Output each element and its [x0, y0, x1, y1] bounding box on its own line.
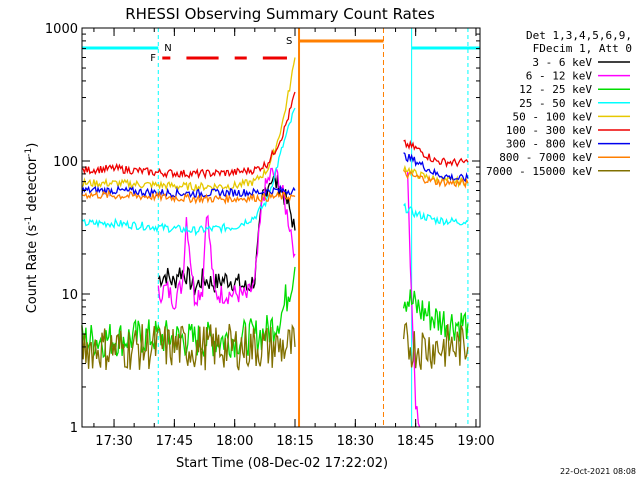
legend-label-3: 12 - 25 keV: [519, 83, 592, 96]
x-tick-label-3: 18:00: [216, 434, 253, 449]
y-axis-label: Count Rate (s-1 detector-1): [24, 143, 40, 314]
y-axis-label-a: Count Rate (s: [25, 225, 40, 314]
flare-flag-label: F: [150, 53, 156, 64]
legend-label-2: 6 - 12 keV: [526, 70, 593, 83]
series-line-7-part-2: [403, 152, 469, 183]
y-axis-label-sup1: -1: [24, 216, 34, 225]
series-line-1-part-1: [157, 174, 296, 296]
series-line-5-part-1: [81, 57, 296, 193]
series-line-2-part-1: [157, 167, 296, 310]
x-tick-label-7: 19:00: [457, 434, 494, 449]
legend-label-6: 100 - 300 keV: [506, 124, 592, 137]
legend-label-9: 7000 - 15000 keV: [486, 165, 592, 178]
x-tick-label-5: 18:30: [337, 434, 374, 449]
y-tick-label-1: 1: [70, 421, 78, 436]
legend-header-1: Det 1,3,4,5,6,9,: [526, 29, 632, 42]
y-axis-label-b: detector: [25, 156, 40, 216]
plot-frame: [81, 27, 481, 428]
series-line-4-part-2: [403, 202, 469, 226]
x-axis-label: Start Time (08-Dec-02 17:22:02): [176, 456, 388, 471]
x-tick-label-4: 18:15: [276, 434, 313, 449]
legend-header-2: FDecim 1, Att 0: [533, 42, 632, 55]
y-tick-label-2: 10: [61, 288, 78, 303]
chart-title: RHESSI Observing Summary Count Rates: [125, 5, 435, 23]
y-axis-label-sup2: -1: [24, 148, 34, 157]
series-line-6-part-1: [81, 91, 296, 180]
series-line-3-part-1: [81, 266, 296, 359]
night-flag-label: N: [164, 43, 171, 54]
legend: Det 1,3,4,5,6,9, FDecim 1, Att 0 3 - 6 k…: [486, 29, 632, 178]
footer-date: 22-Oct-2021 08:08: [560, 467, 636, 476]
series-line-8-part-1: [81, 189, 296, 205]
series-layer: [81, 57, 469, 428]
x-tick-label-2: 17:45: [156, 434, 193, 449]
saa-flag-label: S: [286, 36, 292, 47]
axis-ticks: 17:30 17:45 18:00 18:15 18:30 18:45 19:00 1 10 10…: [45, 22, 495, 449]
series-line-6-part-2: [403, 139, 469, 169]
legend-label-5: 50 - 100 keV: [513, 110, 593, 123]
legend-label-4: 25 - 50 keV: [519, 97, 592, 110]
series-line-7-part-1: [81, 184, 296, 199]
legend-label-1: 3 - 6 keV: [532, 56, 592, 69]
series-line-3-part-2: [402, 289, 469, 342]
legend-label-8: 800 - 7000 keV: [499, 151, 592, 164]
x-tick-label-1: 17:30: [95, 434, 132, 449]
series-line-9-part-1: [81, 323, 296, 371]
series-line-8-part-2: [403, 170, 469, 189]
x-tick-label-6: 18:45: [397, 434, 434, 449]
series-line-4-part-1: [81, 107, 296, 237]
y-tick-label-3: 100: [53, 155, 78, 170]
y-tick-label-4: 1000: [45, 22, 78, 37]
legend-label-7: 300 - 800 keV: [506, 138, 592, 151]
series-line-9-part-2: [402, 321, 469, 370]
y-axis-label-c: ): [25, 143, 40, 148]
